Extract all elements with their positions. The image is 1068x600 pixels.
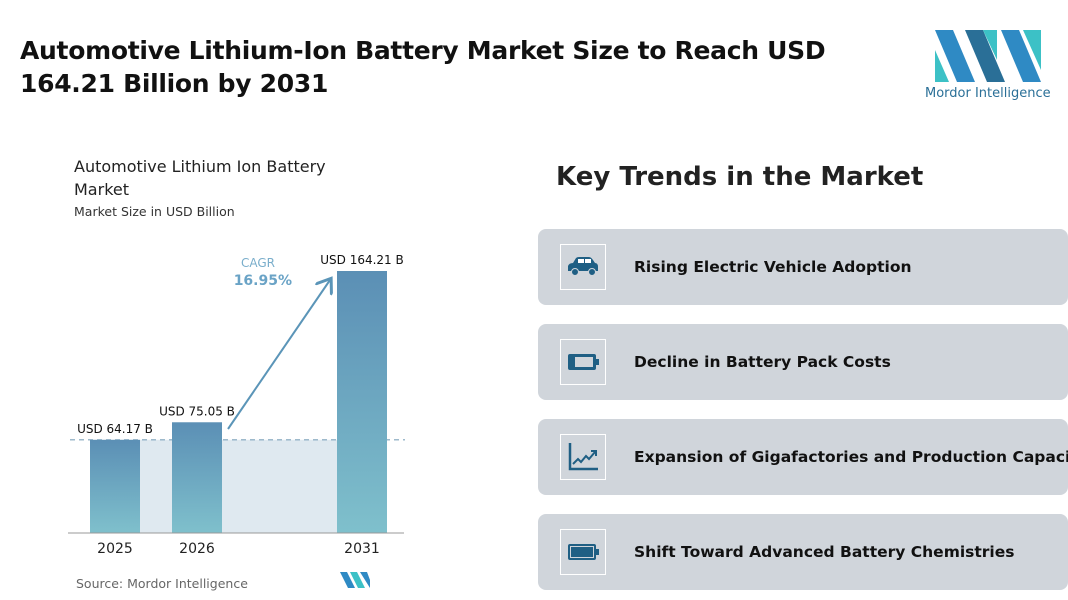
battery-low-icon [568, 354, 599, 370]
chart-subtitle: Market Size in USD Billion [74, 204, 235, 219]
bar-chart: USD 64.17 B 2025 USD 75.05 B 2026 USD 164.21… [68, 253, 405, 557]
bar-2025 [90, 439, 140, 533]
x-tick-label: 2025 [97, 541, 133, 557]
trend-label: Rising Electric Vehicle Adoption [634, 258, 912, 276]
cagr-value: 16.95% [234, 273, 292, 289]
page-title: Automotive Lithium-Ion Battery Market Si… [20, 36, 826, 98]
chart-up-icon [568, 443, 598, 471]
chart-title: Automotive Lithium Ion Battery Market [74, 157, 326, 199]
mordor-small-logo [340, 572, 370, 588]
cagr-arrow [227, 280, 330, 430]
trend-card: Expansion of Gigafactories and Productio… [538, 419, 1068, 495]
trend-card: Decline in Battery Pack Costs [538, 324, 1068, 400]
trends-heading: Key Trends in the Market [556, 162, 924, 192]
trend-label: Expansion of Gigafactories and Productio… [634, 448, 1068, 466]
trend-label: Shift Toward Advanced Battery Chemistrie… [634, 543, 1015, 561]
trend-card: Shift Toward Advanced Battery Chemistrie… [538, 514, 1068, 590]
trend-label: Decline in Battery Pack Costs [634, 353, 891, 371]
mordor-logo [935, 30, 1041, 82]
cagr-label: CAGR [241, 256, 275, 270]
bar-2026 [172, 422, 222, 533]
battery-full-icon [568, 544, 599, 560]
baseline-shade [140, 439, 337, 533]
source-note: Source: Mordor Intelligence [76, 576, 248, 591]
data-label: USD 64.17 B [77, 422, 153, 436]
data-label: USD 75.05 B [159, 404, 235, 418]
trend-card: Rising Electric Vehicle Adoption [538, 229, 1068, 305]
x-tick-label: 2031 [344, 541, 380, 557]
car-icon [568, 257, 598, 276]
x-tick-label: 2026 [179, 541, 215, 557]
bar-2031 [337, 271, 387, 533]
data-label: USD 164.21 B [320, 253, 404, 267]
logo-text: Mordor Intelligence [925, 86, 1051, 101]
